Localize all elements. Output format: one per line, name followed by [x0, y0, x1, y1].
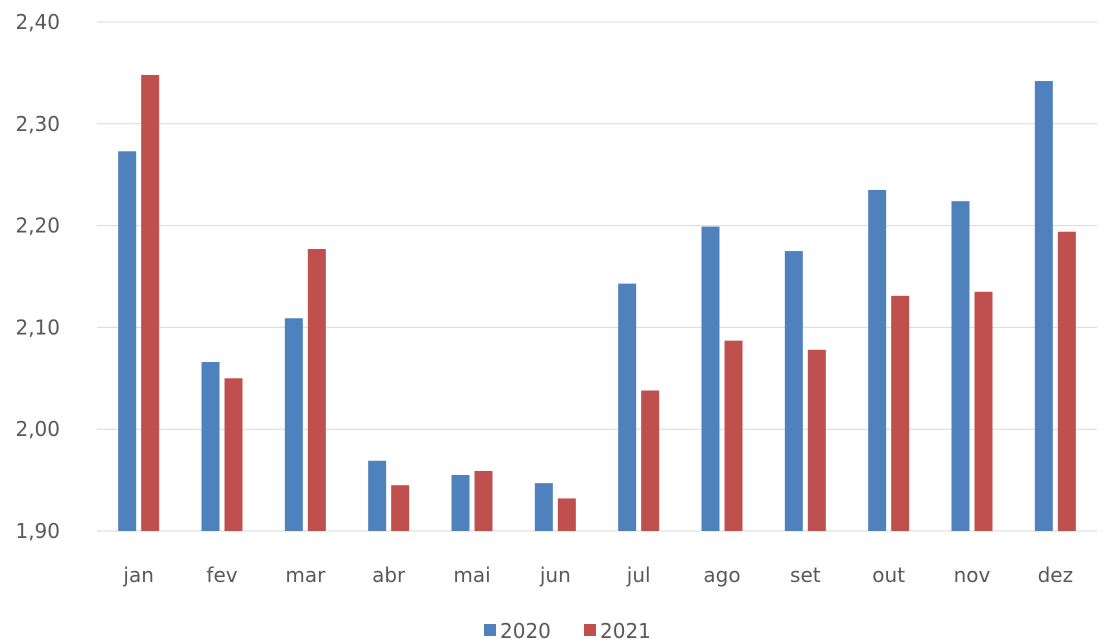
- x-axis: jan fev mar abr mai jun jul ago set out nov dez: [122, 563, 1073, 587]
- bar-2020-jun: [534, 483, 553, 531]
- x-tick-label: nov: [954, 563, 991, 587]
- y-axis: 1,90 2,00 2,10 2,20 2,30 2,40: [15, 10, 60, 543]
- bar-2021-out: [891, 295, 910, 531]
- bar-2020-out: [868, 189, 887, 531]
- bar-2020-fev: [201, 362, 220, 531]
- bar-2021-fev: [224, 378, 243, 531]
- bar-2021-jun: [557, 498, 576, 531]
- bar-2020-nov: [951, 201, 970, 531]
- y-tick-label: 2,00: [15, 417, 60, 441]
- bar-2020-jul: [618, 283, 637, 531]
- y-tick-label: 2,40: [15, 10, 60, 34]
- x-tick-label: out: [872, 563, 905, 587]
- y-tick-label: 1,90: [15, 519, 60, 543]
- bar-2020-mai: [451, 475, 470, 531]
- x-tick-label: ago: [703, 563, 740, 587]
- x-tick-label: mai: [453, 563, 490, 587]
- x-tick-label: abr: [372, 563, 406, 587]
- x-tick-label: mar: [285, 563, 326, 587]
- gridlines: [97, 21, 1097, 532]
- bar-2021-jul: [641, 390, 660, 531]
- bars: [118, 74, 1076, 532]
- bar-2021-mar: [307, 249, 326, 532]
- x-tick-label: fev: [206, 563, 237, 587]
- bar-2020-mar: [284, 318, 303, 531]
- legend-label: 2020: [500, 619, 551, 643]
- bar-2020-jan: [118, 151, 137, 531]
- legend-label: 2021: [600, 619, 651, 643]
- bar-2021-dez: [1057, 231, 1076, 531]
- bar-2021-jan: [141, 74, 160, 531]
- x-tick-label: jan: [122, 563, 154, 587]
- x-tick-label: jul: [626, 563, 651, 587]
- y-tick-label: 2,10: [15, 315, 60, 339]
- bar-2021-nov: [974, 291, 993, 531]
- x-tick-label: set: [790, 563, 821, 587]
- x-tick-label: jun: [539, 563, 571, 587]
- legend-swatch-2021: [584, 624, 596, 636]
- bar-2020-set: [784, 251, 803, 532]
- bar-2021-ago: [724, 340, 743, 531]
- bar-2020-ago: [701, 226, 720, 532]
- bar-2021-abr: [391, 485, 410, 531]
- bar-2020-dez: [1034, 81, 1053, 531]
- bar-2020-abr: [368, 460, 387, 531]
- y-tick-label: 2,30: [15, 112, 60, 136]
- x-tick-label: dez: [1038, 563, 1074, 587]
- y-tick-label: 2,20: [15, 214, 60, 238]
- bar-2021-mai: [474, 470, 493, 531]
- legend: 2020 2021: [484, 619, 651, 643]
- legend-swatch-2020: [484, 624, 496, 636]
- bar-2021-set: [807, 349, 826, 531]
